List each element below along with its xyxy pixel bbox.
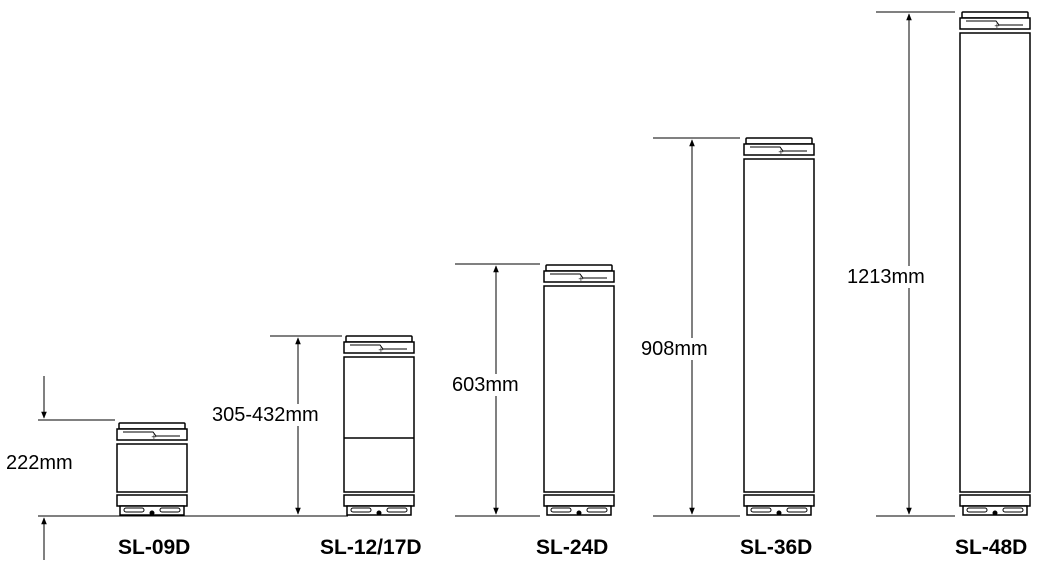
svg-text:+: +: [151, 433, 157, 441]
speaker-sl-24d: +: [455, 263, 615, 517]
svg-text:+: +: [378, 346, 384, 354]
svg-text:+: +: [578, 275, 584, 283]
speaker-sl-48d: +: [876, 11, 1031, 517]
model-name-sl-48d: SL-48D: [955, 536, 1028, 559]
model-name-sl-36d: SL-36D: [740, 536, 813, 559]
dimension-label-sl-24d: 603mm: [452, 374, 519, 396]
model-name-sl-09d: SL-09D: [118, 536, 191, 559]
speaker-sl-36d: +: [653, 137, 815, 517]
dimension-label-sl-12-17d: 305-432mm: [212, 404, 319, 426]
model-name-sl-12-17d: SL-12/17D: [320, 536, 422, 559]
svg-text:+: +: [994, 22, 1000, 30]
dimension-label-sl-48d: 1213mm: [847, 266, 925, 288]
speaker-sl-09d: +: [38, 376, 348, 560]
dimension-label-sl-09d: 222mm: [6, 452, 73, 474]
svg-text:+: +: [778, 148, 784, 156]
dimension-label-sl-36d: 908mm: [641, 338, 708, 360]
model-name-sl-24d: SL-24D: [536, 536, 609, 559]
speaker-sl-12-17d: +: [270, 335, 415, 516]
